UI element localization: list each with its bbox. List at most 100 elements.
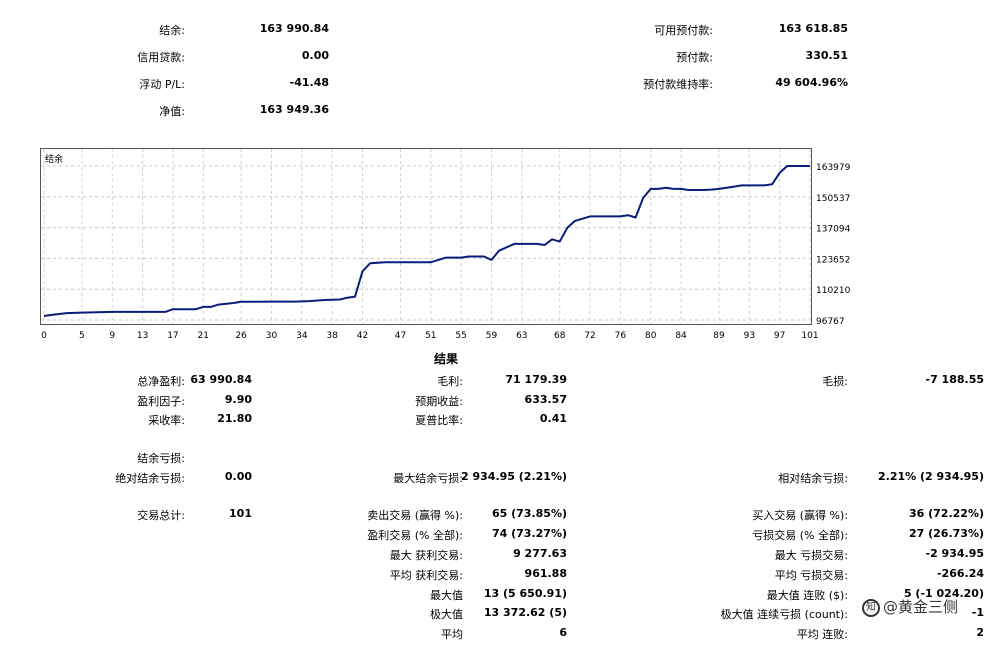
avg-loss-label: 平均 亏损交易: [774,569,848,582]
y-tick-label: 110210 [816,286,851,296]
maximal-losses-label: 极大值 连续亏损 (count): [720,608,848,621]
net-profit-label: 总净盈利: [137,375,185,388]
rel-dd-label: 相对结余亏损: [778,472,848,485]
avg-wins-value: 6 [559,626,567,639]
sharpe-value: 0.41 [539,412,567,425]
profit-trades-label: 盈利交易 (% 全部): [367,529,463,542]
equity-value: 163 949.36 [259,103,329,116]
gross-profit-value: 71 179.39 [505,373,567,386]
abs-dd-value: 0.00 [224,470,252,483]
recovery-value: 21.80 [217,412,252,425]
zhihu-watermark: 知 @黄金三侧 [862,596,958,617]
balance-chart: 结余 [40,148,812,325]
short-trades-value: 65 (73.85%) [491,507,567,520]
x-tick-label: 26 [235,331,247,341]
x-tick-label: 84 [675,331,687,341]
total-trades-label: 交易总计: [137,509,185,522]
max-cons-wins-value: 13 (5 650.91) [483,587,567,600]
floating-pl-label: 浮动 P/L: [139,78,185,91]
x-tick-label: 63 [516,331,527,341]
avg-wins-label: 平均 [441,628,463,641]
zhihu-icon: 知 [862,598,880,617]
y-tick-label: 123652 [816,255,850,265]
x-tick-label: 17 [167,331,178,341]
balance-dd-label: 结余亏损: [137,452,185,465]
expected-payoff-label: 预期收益: [415,395,463,408]
balance-label: 结余: [159,24,185,37]
max-dd-label: 最大结余亏损: [393,472,463,485]
watermark-text: @黄金三侧 [883,598,959,616]
short-trades-label: 卖出交易 (赢得 %): [367,509,463,522]
x-tick-label: 51 [425,331,436,341]
x-tick-label: 68 [554,331,566,341]
margin-level-value: 49 604.96% [775,76,848,89]
avg-profit-label: 平均 获利交易: [389,569,463,582]
maximal-losses-value: -1 [971,606,984,619]
x-tick-label: 38 [326,331,338,341]
x-tick-label: 9 [109,331,115,341]
x-tick-label: 80 [645,331,657,341]
long-trades-value: 36 (72.22%) [908,507,984,520]
x-tick-label: 34 [296,331,308,341]
balance-series-line [43,165,810,317]
chart-legend: 结余 [45,155,64,165]
maximal-wins-value: 13 372.62 (5) [483,606,567,619]
largest-loss-value: -2 934.95 [925,547,985,560]
recovery-label: 采收率: [148,414,185,427]
x-tick-label: 30 [266,331,278,341]
largest-profit-label: 最大 获利交易: [389,549,463,562]
max-cons-wins-label: 最大值 [430,589,463,602]
rel-dd-value: 2.21% (2 934.95) [878,470,984,483]
y-tick-label: 163979 [816,163,851,173]
results-heading: 结果 [434,352,459,366]
gross-loss-label: 毛损: [822,375,848,388]
sharpe-label: 夏普比率: [415,414,463,427]
x-tick-label: 21 [198,331,209,341]
x-tick-label: 5 [79,331,85,341]
x-tick-label: 42 [357,331,368,341]
profit-trades-value: 74 (73.27%) [491,527,567,540]
long-trades-label: 买入交易 (赢得 %): [752,509,848,522]
gross-profit-label: 毛利: [437,375,463,388]
avg-losses-value: 2 [976,626,984,639]
balance-value: 163 990.84 [259,22,329,35]
margin-level-label: 预付款维持率: [643,78,713,91]
x-tick-label: 101 [801,331,818,341]
x-tick-label: 55 [455,331,466,341]
max-cons-losses-label: 最大值 连败 ($): [766,589,848,602]
x-tick-label: 47 [395,331,406,341]
max-cons-losses-value: 5 (-1 024.20) [903,587,984,600]
avg-losses-label: 平均 连败: [796,628,848,641]
x-tick-label: 93 [744,331,755,341]
expected-payoff-value: 633.57 [524,393,567,406]
margin-label: 预付款: [676,51,713,64]
x-tick-label: 97 [774,331,785,341]
floating-pl-value: -41.48 [289,76,329,89]
y-tick-label: 137094 [816,225,851,235]
loss-trades-label: 亏损交易 (% 全部): [752,529,848,542]
largest-loss-label: 最大 亏损交易: [774,549,848,562]
largest-profit-value: 9 277.63 [513,547,567,560]
free-margin-label: 可用预付款: [654,24,713,37]
maximal-wins-label: 极大值 [430,608,463,621]
x-tick-label: 72 [584,331,595,341]
margin-value: 330.51 [805,49,848,62]
abs-dd-label: 绝对结余亏损: [115,472,185,485]
max-dd-value: 2 934.95 (2.21%) [461,470,567,483]
x-tick-label: 89 [713,331,725,341]
y-tick-label: 150537 [816,194,850,204]
credit-value: 0.00 [301,49,329,62]
x-tick-label: 0 [41,331,47,341]
total-trades-value: 101 [229,507,252,520]
y-tick-label: 96767 [816,317,845,327]
avg-loss-value: -266.24 [936,567,984,580]
avg-profit-value: 961.88 [524,567,567,580]
x-tick-label: 59 [486,331,498,341]
profit-factor-value: 9.90 [224,393,252,406]
credit-label: 信用贷款: [137,51,185,64]
x-tick-label: 76 [615,331,627,341]
net-profit-value: 63 990.84 [190,373,252,386]
x-tick-label: 13 [137,331,148,341]
equity-label: 净值: [159,105,185,118]
